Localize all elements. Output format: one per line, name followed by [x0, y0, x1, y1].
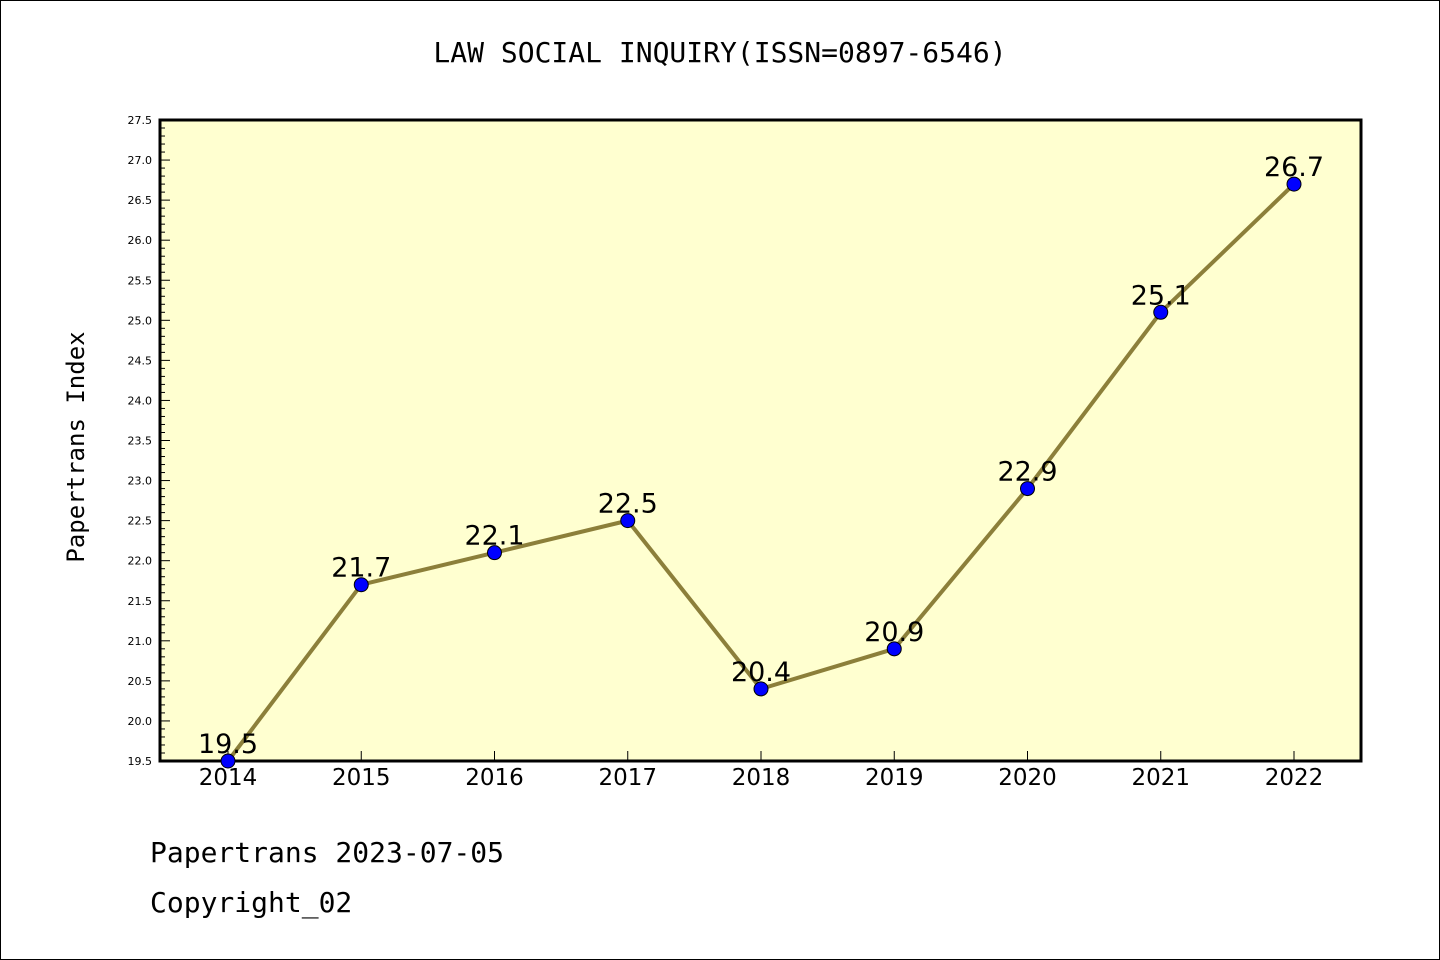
data-point	[1020, 481, 1035, 497]
x-tick-label: 2018	[732, 765, 791, 791]
footer-source: Papertrans 2023-07-05	[150, 836, 505, 869]
x-tick-label: 2017	[598, 765, 657, 791]
y-tick-label: 26.5	[128, 194, 153, 207]
x-tick-label: 2020	[998, 765, 1057, 791]
x-tick-label: 2022	[1265, 765, 1324, 791]
data-label: 21.7	[331, 553, 391, 584]
data-label: 22.9	[997, 457, 1057, 488]
x-tick-label: 2016	[465, 765, 524, 791]
y-tick-label: 25.0	[128, 314, 153, 327]
data-point	[1286, 176, 1302, 192]
data-label: 25.1	[1131, 280, 1191, 311]
data-point	[353, 577, 369, 593]
y-tick-label: 20.0	[128, 715, 153, 728]
y-tick-label: 27.0	[128, 154, 153, 167]
x-tick-label: 2014	[199, 765, 258, 791]
data-point	[220, 753, 236, 769]
y-axis: 19.5 20.0 20.5 21.0 21.5 22.0 22.5 23.0 23.5 24.0…	[128, 114, 170, 768]
data-label: 19.5	[198, 729, 258, 760]
data-label: 20.4	[731, 657, 791, 688]
data-point	[487, 545, 502, 561]
y-tick-label: 21.0	[128, 635, 153, 648]
data-point	[620, 513, 636, 529]
y-tick-label: 27.5	[128, 114, 153, 127]
y-tick-label: 20.5	[128, 675, 153, 688]
y-tick-label: 25.5	[128, 274, 153, 287]
data-label: 22.5	[598, 489, 658, 520]
y-tick-label: 19.5	[128, 755, 153, 768]
data-point	[753, 681, 769, 697]
x-axis: 2014 2015 2016 2017 2018 2019 2020 2021 2022	[199, 751, 1324, 791]
y-tick-label: 26.0	[128, 234, 153, 247]
y-tick-label: 22.5	[128, 515, 153, 528]
chart-title: LAW SOCIAL INQUIRY(ISSN=0897-6546)	[433, 36, 1007, 69]
data-label: 20.9	[864, 617, 924, 648]
x-tick-label: 2019	[865, 765, 924, 791]
data-label: 26.7	[1264, 152, 1324, 183]
y-tick-label: 21.5	[128, 595, 153, 608]
y-tick-label: 23.0	[128, 475, 153, 488]
footer-copyright: Copyright_02	[150, 886, 353, 919]
x-tick-label: 2015	[332, 765, 391, 791]
series-group: 19.5 21.7 22.1 22.5 20.4 20.9 22.9 25.1 26.7	[198, 152, 1324, 769]
x-tick-label: 2021	[1131, 765, 1190, 791]
y-tick-label: 23.5	[128, 435, 153, 448]
y-tick-label: 22.0	[128, 555, 153, 568]
data-point	[886, 641, 902, 657]
y-tick-label: 24.0	[128, 394, 153, 407]
plot-area	[158, 118, 1363, 763]
y-tick-label: 24.5	[128, 354, 153, 367]
y-axis-label: Papertrans Index	[62, 331, 90, 562]
data-label: 22.1	[464, 521, 524, 552]
data-point	[1153, 304, 1169, 320]
